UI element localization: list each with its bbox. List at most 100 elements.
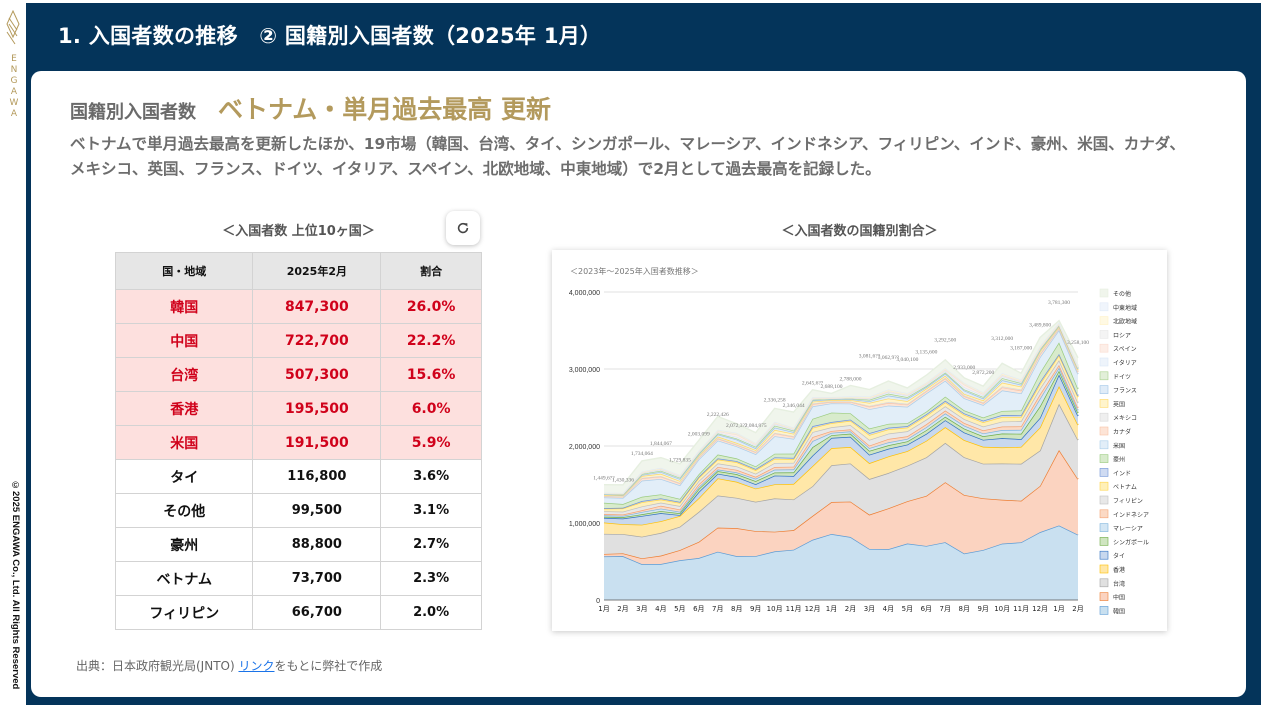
total-data-label: 1,430,336 — [612, 477, 634, 483]
total-data-label: 3,040,100 — [896, 357, 918, 363]
total-data-label: 2,336,258 — [764, 397, 786, 403]
source-link[interactable]: リンク — [238, 659, 275, 673]
x-tick-label: 1月 — [1053, 605, 1064, 613]
country-cell: 韓国 — [114, 289, 254, 324]
legend-label: マレーシア — [1113, 526, 1143, 533]
legend-label: フランス — [1113, 388, 1137, 395]
legend-swatch — [1099, 330, 1109, 339]
x-tick-label: 12月 — [805, 605, 821, 613]
ranking-row: 豪州 88,800 2.7% — [114, 527, 482, 562]
value-cell: 191,500 — [252, 425, 382, 460]
country-cell: ベトナム — [114, 561, 254, 596]
value-cell: 88,800 — [252, 527, 382, 562]
legend-label: ロシア — [1113, 332, 1131, 339]
x-tick-label: 9月 — [750, 605, 761, 613]
ranking-row: フィリピン 66,700 2.0% — [114, 595, 482, 630]
country-cell: 中国 — [114, 323, 254, 358]
legend-label: スペイン — [1113, 346, 1137, 353]
x-tick-label: 11月 — [1013, 605, 1029, 613]
x-tick-label: 3月 — [864, 605, 875, 613]
area-中国 — [604, 450, 1078, 565]
legend-swatch — [1099, 288, 1109, 298]
legend-swatch — [1099, 592, 1109, 601]
legend-swatch — [1099, 509, 1109, 519]
header-country: 国・地域 — [114, 252, 254, 290]
legend-label: 中東地域 — [1113, 304, 1137, 312]
legend-label: 韓国 — [1113, 607, 1125, 615]
legend-label: 米国 — [1113, 442, 1125, 450]
share-cell: 2.0% — [380, 595, 482, 630]
legend-swatch — [1099, 606, 1109, 615]
chart-section-title: ＜入国者数の国籍別割合＞ — [781, 224, 938, 239]
legend-label: イタリア — [1113, 359, 1137, 367]
share-cell: 6.0% — [380, 391, 482, 426]
value-cell: 507,300 — [252, 357, 382, 392]
total-data-label: 3,292,500 — [934, 337, 956, 343]
ranking-table: 国・地域 2025年2月 割合 韓国 847,300 26.0% 中国 722,700 2… — [114, 252, 482, 630]
y-tick-label: 2,000,000 — [569, 444, 600, 451]
legend-label: 英国 — [1113, 400, 1125, 408]
legend-label: インド — [1113, 470, 1131, 477]
legend-label: ドイツ — [1113, 374, 1131, 381]
line-その他 — [603, 319, 1079, 486]
legend-label: その他 — [1113, 290, 1131, 298]
x-tick-label: 10月 — [767, 605, 783, 613]
total-data-label: 3,187,000 — [1010, 346, 1032, 352]
x-tick-label: 3月 — [636, 605, 647, 613]
x-tick-label: 1月 — [598, 605, 609, 613]
total-data-label: 1,729,835 — [669, 457, 691, 463]
x-tick-label: 5月 — [902, 605, 913, 613]
ranking-row: タイ 116,800 3.6% — [114, 459, 482, 494]
x-tick-label: 5月 — [674, 605, 685, 613]
total-data-label: 2,084,875 — [745, 423, 767, 429]
area-台湾 — [604, 403, 1078, 559]
x-tick-label: 7月 — [712, 605, 723, 613]
refresh-button[interactable] — [446, 211, 480, 245]
line-インドネシア — [603, 363, 1079, 516]
legend-label: 豪州 — [1113, 456, 1125, 464]
legend-swatch — [1099, 412, 1109, 422]
copyright-text: ©2025 ENGAWA Co., Ltd. All Rights Reserv… — [10, 480, 21, 690]
country-cell: 香港 — [114, 391, 254, 426]
share-cell: 3.6% — [380, 459, 482, 494]
share-cell: 3.1% — [380, 493, 482, 528]
stacked-area-chart: ＜2023年～2025年入国者数推移＞ 0 1,000,000 2,000,000 3,… — [552, 250, 1167, 631]
line-英国 — [603, 325, 1079, 497]
ranking-row: ベトナム 73,700 2.3% — [114, 561, 482, 596]
y-tick-label: 4,000,000 — [569, 290, 600, 297]
total-data-label: 2,645,6?? — [802, 380, 824, 386]
y-tick-label: 0 — [596, 598, 600, 605]
value-cell: 847,300 — [252, 289, 382, 324]
total-data-label: 2,872,200 — [972, 370, 994, 376]
country-cell: その他 — [114, 493, 254, 528]
line-メキシコ — [603, 326, 1079, 498]
x-tick-label: 4月 — [655, 605, 666, 613]
value-cell: 722,700 — [252, 323, 382, 358]
x-tick-label: 2月 — [1072, 605, 1083, 613]
value-cell: 66,700 — [252, 595, 382, 630]
headline-main: ベトナム・単月過去最高 更新 — [218, 95, 551, 124]
share-cell: 22.2% — [380, 323, 482, 358]
country-cell: 米国 — [114, 425, 254, 460]
total-data-label: 2,788,000 — [839, 376, 861, 382]
x-tick-label: 8月 — [959, 605, 970, 613]
legend-label: インドネシア — [1113, 512, 1149, 519]
slide-title: 1. 入国者数の推移 ② 国籍別入国者数（2025年 1月） — [58, 24, 602, 48]
x-tick-label: 12月 — [1032, 605, 1048, 613]
y-tick-label: 1,000,000 — [569, 521, 600, 528]
legend-label: 中国 — [1113, 594, 1125, 602]
legend-swatch — [1099, 454, 1109, 463]
legend-label: ベトナム — [1113, 484, 1137, 491]
share-cell: 15.6% — [380, 357, 482, 392]
country-cell: フィリピン — [114, 595, 254, 630]
legend-label: フィリピン — [1113, 498, 1143, 505]
x-tick-label: 1月 — [826, 605, 837, 613]
legend-swatch — [1099, 578, 1109, 588]
share-cell: 5.9% — [380, 425, 482, 460]
ranking-row: 韓国 847,300 26.0% — [114, 289, 482, 324]
x-tick-label: 10月 — [994, 605, 1010, 613]
headline: 国籍別入国者数 ベトナム・単月過去最高 更新 — [70, 90, 551, 126]
line-中国 — [603, 448, 1079, 560]
legend-swatch — [1099, 343, 1109, 353]
legend-label: タイ — [1113, 552, 1125, 560]
